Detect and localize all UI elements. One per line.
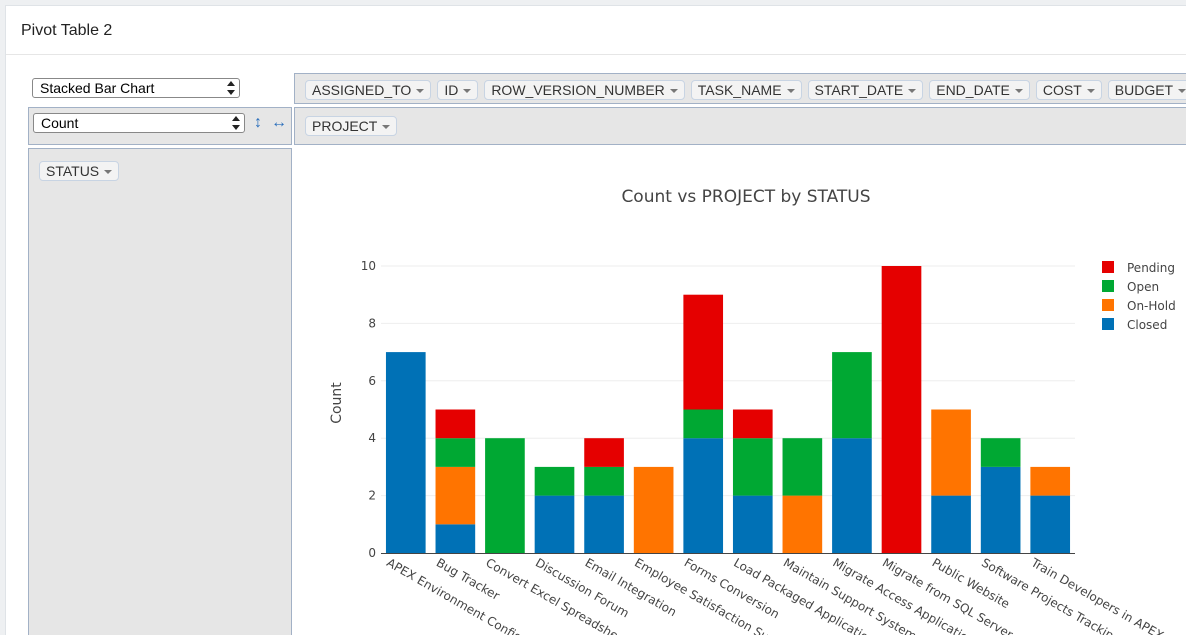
bar-apex-environment-configuration-closed <box>385 352 426 553</box>
caret-down-icon[interactable] <box>1086 89 1095 94</box>
panel-title: Pivot Table 2 <box>21 22 113 39</box>
caret-down-icon[interactable] <box>104 170 113 175</box>
caret-down-icon[interactable] <box>1014 89 1023 94</box>
y-tick-label: 6 <box>368 374 376 388</box>
caret-down-icon[interactable] <box>786 89 795 94</box>
aggregator-select[interactable]: Count <box>33 113 245 133</box>
bar-email-integration-closed <box>584 495 624 553</box>
field-pill-label: END_DATE <box>936 82 1010 98</box>
select-arrows-icon <box>227 81 235 95</box>
legend-swatch-pending <box>1102 261 1114 273</box>
aggregator-select-value: Count <box>41 115 79 131</box>
renderer-select-value: Stacked Bar Chart <box>40 80 155 96</box>
field-pill-label: ROW_VERSION_NUMBER <box>491 82 665 98</box>
chart-area: 0 2 4 6 8 10 Count vs PROJECT by STATUS Count AP… <box>298 150 1186 635</box>
caret-down-icon[interactable] <box>1178 89 1186 94</box>
bar-email-integration-open <box>584 466 624 496</box>
renderer-cell: Stacked Bar Chart <box>28 73 292 104</box>
bar-bug-tracker-on-hold <box>435 466 476 525</box>
y-tick-label: 10 <box>361 259 376 273</box>
field-pill-row-version-number[interactable]: ROW_VERSION_NUMBER <box>484 80 685 100</box>
bar-bug-tracker-pending <box>435 409 476 439</box>
y-tick-label: 8 <box>368 316 376 330</box>
bar-convert-excel-spreadsheet-open <box>485 438 525 553</box>
field-pill-id[interactable]: ID <box>437 80 479 100</box>
bar-migrate-access-applications-closed <box>832 438 872 553</box>
caret-down-icon[interactable] <box>416 89 425 94</box>
field-pill-assigned-to[interactable]: ASSIGNED_TO <box>305 80 432 100</box>
bar-forms-conversion-open <box>683 409 724 439</box>
select-arrows-icon <box>232 116 240 130</box>
caret-down-icon[interactable] <box>669 89 678 94</box>
bar-maintain-support-system-open <box>782 438 823 496</box>
col-fields-area: PROJECT <box>294 107 1186 145</box>
y-tick-label: 2 <box>368 489 376 503</box>
bar-load-packaged-applications-open <box>732 438 773 496</box>
caret-down-icon[interactable] <box>908 89 917 94</box>
bar-train-developers-in-apex-on-hold <box>1030 466 1071 496</box>
legend-label-pending: Pending <box>1127 261 1175 275</box>
field-pill-label: ID <box>444 82 459 98</box>
field-pill-start-date[interactable]: START_DATE <box>807 80 924 100</box>
legend-label-closed: Closed <box>1127 318 1167 332</box>
bar-forms-conversion-closed <box>683 438 724 553</box>
caret-down-icon[interactable] <box>463 89 472 94</box>
bar-migrate-from-sql-server-pending <box>881 266 922 553</box>
field-pill-cost[interactable]: COST <box>1035 80 1102 100</box>
col-order-toggle-icon[interactable]: ↔ <box>271 114 287 131</box>
bar-software-projects-tracking-open <box>980 438 1021 467</box>
field-pill-task-name[interactable]: TASK_NAME <box>690 80 802 100</box>
field-pill-status[interactable]: STATUS <box>39 161 120 181</box>
legend-label-open: Open <box>1127 280 1159 294</box>
legend-label-on-hold: On-Hold <box>1127 299 1176 313</box>
bar-discussion-forum-closed <box>534 495 575 553</box>
row-fields-area: STATUS <box>28 148 292 635</box>
bar-discussion-forum-open <box>534 466 575 496</box>
field-pill-label: ASSIGNED_TO <box>312 82 412 98</box>
y-axis-label: Count <box>329 382 345 424</box>
bar-train-developers-in-apex-closed <box>1030 495 1071 553</box>
field-pill-label: BUDGET <box>1114 82 1174 98</box>
field-pill-label: COST <box>1042 82 1082 98</box>
bar-public-website-on-hold <box>931 409 971 496</box>
y-tick-label: 4 <box>368 431 376 445</box>
field-pill-budget[interactable]: BUDGET <box>1107 80 1186 100</box>
chart-title: Count vs PROJECT by STATUS <box>621 187 870 207</box>
field-pill-project[interactable]: PROJECT <box>305 116 398 136</box>
panel-divider <box>6 54 1186 55</box>
legend-swatch-closed <box>1102 318 1114 330</box>
bar-software-projects-tracking-closed <box>980 466 1021 553</box>
field-pill-label: START_DATE <box>814 82 904 98</box>
renderer-select[interactable]: Stacked Bar Chart <box>32 78 240 98</box>
bar-bug-tracker-open <box>435 438 476 467</box>
row-order-toggle-icon[interactable]: ↕ <box>254 114 262 131</box>
y-tick-label: 0 <box>368 546 376 560</box>
bar-forms-conversion-pending <box>683 294 724 410</box>
field-pill-end-date[interactable]: END_DATE <box>929 80 1030 100</box>
bar-employee-satisfaction-survey-on-hold <box>633 466 674 553</box>
field-pill-label: TASK_NAME <box>697 82 782 98</box>
bar-email-integration-pending <box>584 438 624 467</box>
caret-down-icon[interactable] <box>382 125 391 130</box>
field-pill-label: PROJECT <box>312 118 378 134</box>
unused-fields-area: ASSIGNED_TO ID ROW_VERSION_NUMBER TASK_NAME… <box>294 73 1186 104</box>
bar-load-packaged-applications-closed <box>732 495 773 553</box>
bar-load-packaged-applications-pending <box>732 409 773 439</box>
bar-bug-tracker-closed <box>435 524 476 553</box>
field-pill-label: STATUS <box>46 163 100 179</box>
bar-maintain-support-system-on-hold <box>782 495 823 553</box>
legend-swatch-on-hold <box>1102 299 1114 311</box>
bar-public-website-closed <box>931 495 971 553</box>
aggregator-cell: Count ↕ ↔ <box>28 107 292 145</box>
legend-swatch-open <box>1102 280 1114 292</box>
bar-migrate-access-applications-open <box>832 352 872 439</box>
